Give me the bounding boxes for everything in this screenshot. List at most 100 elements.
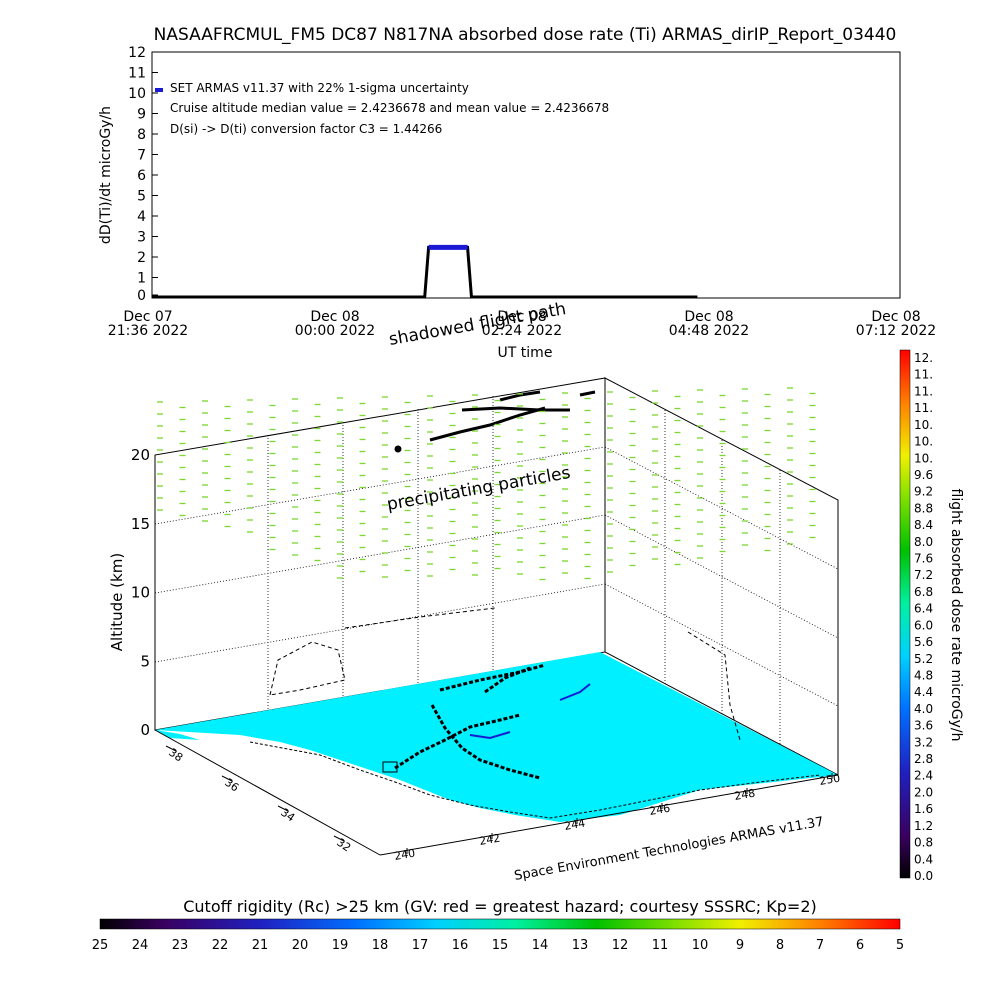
shadowed-flight-path-top — [394, 390, 596, 453]
top-y-tick-label: 0 — [137, 288, 146, 304]
top-series-line — [152, 245, 698, 299]
dose-tick-label: 4.8 — [914, 668, 933, 682]
dose-tick-label: 5.6 — [914, 635, 933, 649]
rigidity-tick-label: 18 — [372, 938, 389, 953]
dose-tick-label: 12. — [914, 351, 933, 365]
latitude-tick — [165, 745, 177, 752]
longitude-tick-label: 244 — [563, 817, 586, 833]
top-x-tick-day: Dec 08 — [684, 309, 733, 325]
longitude-tick-label: 248 — [733, 787, 756, 803]
top-y-tick-label: 6 — [137, 168, 146, 184]
dose-tick-label: 6.8 — [914, 585, 933, 599]
top-x-axis-label: UT time — [498, 345, 553, 361]
top-x-tick-day: Dec 07 — [123, 309, 172, 325]
latitude-tick — [277, 805, 289, 812]
dose-tick-label: 6.4 — [914, 602, 933, 616]
rigidity-colorbar-gradient — [99, 918, 901, 930]
dose-tick-label: 8.8 — [914, 501, 933, 515]
shadowed-flight-path-walls — [269, 607, 741, 741]
rigidity-tick-label: 19 — [332, 938, 349, 953]
dose-tick-label: 11. — [914, 401, 933, 415]
top-y-tick-label: 3 — [137, 230, 146, 246]
rigidity-tick-label: 24 — [132, 938, 149, 953]
dose-tick-label: 0.0 — [914, 869, 933, 883]
longitude-tick-label: 242 — [478, 832, 501, 848]
altitude-tick-label: 5 — [140, 652, 150, 670]
dose-colorbar: 12. 11. 11. 11. 10. 10. 10. 9.6 9.2 8.8 8.4 8.0 7.6 7… — [899, 349, 964, 883]
rigidity-colorbar-ticks: 25 24 23 22 21 20 19 18 17 16 15 14 13 12 11 10 9 8 7 6 5 — [92, 938, 904, 953]
longitude-ticks: 240 242 244 246 248 250 — [393, 772, 841, 863]
dose-tick-label: 4.0 — [914, 702, 933, 716]
legend-line-1: SET ARMAS v11.37 with 22% 1-sigma uncert… — [170, 81, 469, 95]
rigidity-tick-label: 9 — [736, 938, 744, 953]
top-x-tick-day: Dec 08 — [310, 309, 359, 325]
longitude-tick-label: 246 — [648, 802, 671, 818]
top-x-tick-time: 02:24 2022 — [482, 323, 562, 339]
dose-tick-label: 2.4 — [914, 769, 933, 783]
top-y-tick-label: 1 — [137, 271, 146, 287]
rigidity-tick-label: 11 — [652, 938, 669, 953]
dose-tick-label: 8.0 — [914, 535, 933, 549]
dose-tick-label: 1.2 — [914, 819, 933, 833]
rigidity-tick-label: 14 — [532, 938, 549, 953]
rigidity-tick-label: 6 — [856, 938, 864, 953]
altitude-tick-label: 15 — [131, 515, 150, 533]
rigidity-tick-label: 25 — [92, 938, 109, 953]
latitude-tick-label: 38 — [166, 746, 185, 765]
altitude-tick-label: 0 — [140, 721, 150, 739]
dose-tick-label: 9.2 — [914, 485, 933, 499]
latitude-tick — [221, 775, 233, 782]
rigidity-tick-label: 10 — [692, 938, 709, 953]
altitude-tick-label: 20 — [131, 446, 150, 464]
dose-tick-label: 6.0 — [914, 618, 933, 632]
altitude-tick-label: 10 — [131, 584, 150, 602]
top-y-tick-label: 10 — [128, 86, 146, 102]
altitude-ticks: 0 5 10 15 20 — [131, 446, 150, 739]
dose-colorbar-gradient — [899, 349, 911, 879]
rigidity-tick-label: 15 — [492, 938, 509, 953]
top-x-tick-time: 04:48 2022 — [669, 323, 749, 339]
rigidity-tick-label: 16 — [452, 938, 469, 953]
dose-tick-label: 0.8 — [914, 836, 933, 850]
top-y-tick-label: 12 — [128, 45, 146, 61]
dose-tick-label: 1.6 — [914, 802, 933, 816]
dose-tick-label: 11. — [914, 368, 933, 382]
dose-tick-label: 2.0 — [914, 785, 933, 799]
latitude-tick — [333, 835, 345, 842]
rigidity-tick-label: 7 — [816, 938, 824, 953]
top-x-tick-time: 07:12 2022 — [856, 323, 936, 339]
top-y-tick-label: 5 — [137, 189, 146, 205]
rigidity-tick-label: 8 — [776, 938, 784, 953]
legend-line-3: D(si) -> D(ti) conversion factor C3 = 1.… — [170, 122, 442, 136]
latitude-tick-label: 34 — [278, 806, 297, 825]
top-y-axis-label: dD(Ti)/dt microGy/h — [98, 106, 114, 244]
top-y-tick-label: 9 — [137, 107, 146, 123]
legend-line-2: Cruise altitude median value = 2.4236678… — [170, 101, 609, 115]
longitude-tick-label: 250 — [818, 772, 841, 788]
dose-tick-label: 10. — [914, 435, 933, 449]
dose-tick-label: 5.2 — [914, 652, 933, 666]
precipitating-particles — [157, 387, 816, 581]
dose-tick-label: 10. — [914, 451, 933, 465]
rigidity-colorbar-label: Cutoff rigidity (Rc) >25 km (GV: red = g… — [183, 897, 817, 916]
dose-tick-label: 8.4 — [914, 518, 933, 532]
footer-credit: Space Environment Technologies ARMAS v11… — [513, 815, 825, 884]
dose-tick-label: 3.6 — [914, 719, 933, 733]
dose-tick-label: 2.8 — [914, 752, 933, 766]
top-y-tick-label: 2 — [137, 250, 146, 266]
rigidity-tick-label: 17 — [412, 938, 429, 953]
dose-colorbar-label: flight absorbed dose rate microGy/h — [948, 489, 964, 742]
top-y-tick-label: 7 — [137, 148, 146, 164]
rigidity-tick-label: 22 — [212, 938, 229, 953]
dose-tick-label: 7.6 — [914, 552, 933, 566]
ground-track-blue — [469, 683, 591, 740]
rigidity-tick-label: 12 — [612, 938, 629, 953]
rigidity-tick-label: 20 — [292, 938, 309, 953]
top-y-tick-label: 11 — [128, 66, 146, 82]
dose-tick-label: 10. — [914, 418, 933, 432]
dose-tick-label: 7.2 — [914, 568, 933, 582]
